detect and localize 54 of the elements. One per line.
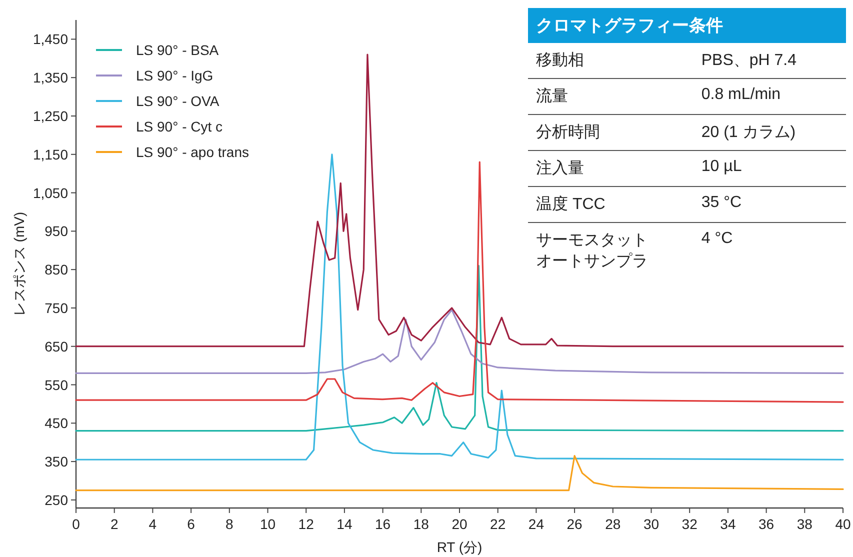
x-tick-label: 34: [720, 516, 736, 532]
x-tick-label: 40: [835, 516, 851, 532]
x-tick-label: 18: [413, 516, 430, 532]
y-tick-label: 350: [44, 454, 68, 470]
y-tick-label: 650: [44, 338, 68, 354]
y-tick-label: 550: [44, 376, 68, 393]
legend-label: LS 90° - BSA: [136, 42, 220, 58]
annotation: 移動相: [536, 50, 584, 71]
annotation: 0.8 mL/min: [701, 86, 780, 104]
annotation: PBS、pH 7.4: [701, 51, 797, 71]
annotation: 4 °C: [701, 230, 733, 248]
x-tick-label: 6: [187, 516, 196, 532]
annotation: 流量: [536, 86, 568, 107]
x-tick-label: 24: [528, 516, 544, 532]
annotation: 10 µL: [701, 158, 742, 176]
y-tick-label: 750: [44, 300, 68, 316]
y-tick-label: 250: [44, 492, 68, 508]
x-tick-label: 16: [375, 516, 391, 532]
x-tick-label: 36: [758, 516, 774, 532]
x-tick-label: 30: [643, 516, 660, 532]
x-tick-label: 2: [110, 516, 118, 532]
annotation: 35 °C: [701, 194, 742, 212]
y-tick-label: 850: [44, 262, 68, 278]
x-tick-label: 0: [72, 516, 80, 532]
y-tick-label: 1,050: [32, 184, 68, 201]
x-tick-label: 14: [336, 516, 352, 532]
x-tick-label: 4: [148, 516, 157, 532]
y-tick-label: 450: [44, 415, 68, 432]
legend-label: LS 90° - Cyt c: [136, 118, 223, 134]
annotation: 注入量: [536, 158, 584, 179]
x-tick-label: 28: [605, 516, 621, 532]
x-tick-label: 22: [490, 516, 506, 532]
x-tick-label: 12: [298, 516, 314, 532]
x-tick-label: 38: [796, 516, 813, 532]
legend-label: LS 90° - apo trans: [136, 144, 249, 160]
text: クロマトグラフィー条件: [528, 8, 846, 43]
annotation: サーモスタットオートサンプラ: [536, 231, 649, 272]
annotation: 20 (1 カラム): [701, 123, 796, 143]
x-tick-label: 32: [682, 516, 698, 532]
x-tick-label: 10: [260, 516, 276, 532]
legend-label: LS 90° - IgG: [136, 68, 214, 84]
x-tick-label: 26: [566, 516, 583, 532]
legend-label: LS 90° - OVA: [136, 93, 220, 109]
annotation: 分析時間: [536, 122, 600, 143]
x-tick-label: 8: [226, 516, 234, 532]
y-tick-label: 1,450: [32, 31, 68, 48]
y-axis-title: レスポンス (mV): [11, 212, 27, 316]
annotation: 温度 TCC: [536, 194, 606, 215]
x-axis-title: RT (分): [436, 539, 482, 555]
y-tick-label: 1,150: [32, 146, 68, 162]
y-tick-label: 1,250: [32, 108, 68, 124]
y-tick-label: 1,350: [32, 70, 68, 86]
y-tick-label: 950: [44, 223, 68, 240]
x-tick-label: 20: [452, 516, 468, 532]
